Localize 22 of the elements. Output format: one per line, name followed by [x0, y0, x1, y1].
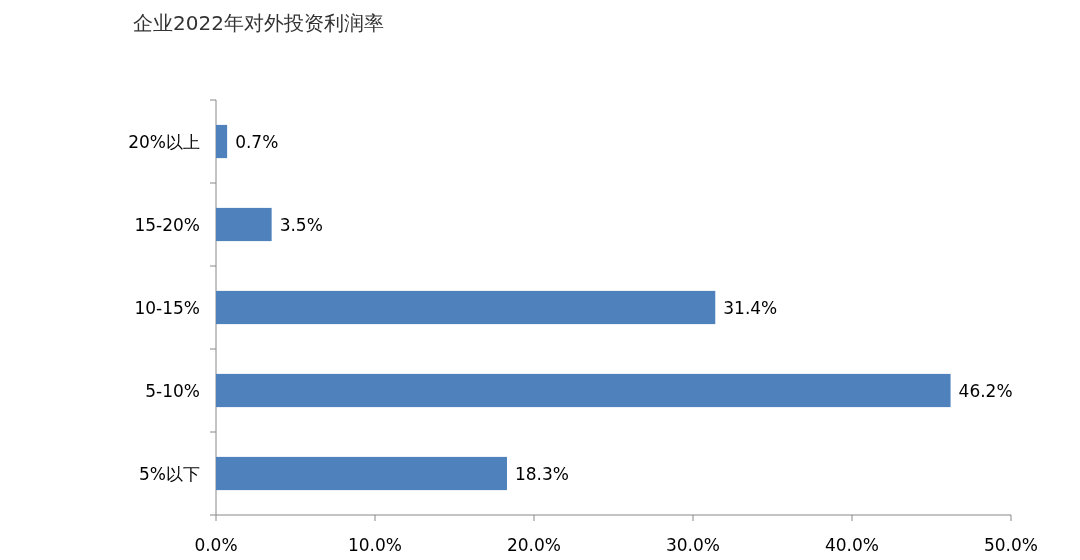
x-tick-label: 50.0%: [983, 535, 1039, 555]
x-tick-label: 20.0%: [506, 535, 562, 555]
x-tick-label: 0.0%: [194, 535, 238, 555]
bar: [216, 456, 507, 491]
y-tick-label: 10-15%: [134, 297, 200, 318]
bar: [216, 373, 951, 408]
text: 31.4%: [723, 297, 778, 318]
text: 0.7%: [235, 131, 279, 152]
bar: [216, 124, 228, 159]
x-tick-label: 40.0%: [824, 535, 880, 555]
x-tick-label: 30.0%: [665, 535, 721, 555]
y-tick-label: 5%以下: [139, 463, 200, 484]
text: 18.3%: [514, 463, 569, 484]
y-tick-label: 5-10%: [145, 380, 200, 401]
bar: [216, 290, 716, 325]
bar: [216, 207, 272, 242]
y-tick-label: 15-20%: [134, 214, 200, 235]
y-tick-label: 20%以上: [128, 131, 200, 152]
chart-title: 企业2022年对外投资利润率: [133, 11, 384, 35]
x-tick-label: 10.0%: [347, 535, 403, 555]
text: 3.5%: [279, 214, 323, 235]
text: 46.2%: [958, 380, 1013, 401]
